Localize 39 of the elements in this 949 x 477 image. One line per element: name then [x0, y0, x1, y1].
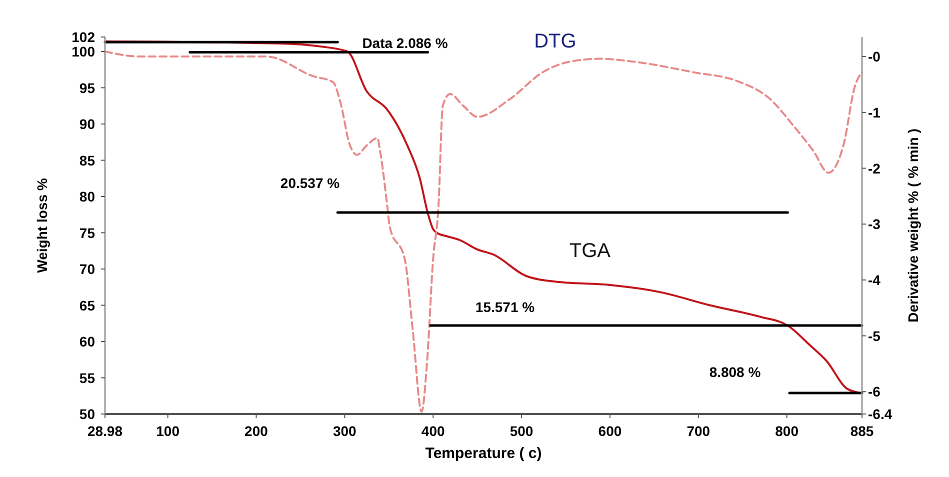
- x-axis-title: Temperature ( c): [425, 445, 542, 462]
- annotation: Data 2.086 %: [362, 35, 448, 51]
- y-tick-label: 50: [79, 406, 96, 422]
- y-tick-label: 102: [72, 29, 96, 45]
- y2-tick-label: -1: [868, 104, 881, 120]
- y2-tick-label: -6.4: [868, 406, 892, 422]
- annotation: 20.537 %: [280, 175, 340, 191]
- y-tick-label: 65: [79, 297, 96, 314]
- x-tick-label: 700: [686, 423, 710, 439]
- y2-axis-title: Derivative weight % ( % min ): [905, 128, 921, 322]
- x-tick-label: 300: [332, 423, 357, 439]
- x-tick-label: 28.98: [87, 423, 123, 439]
- x-tick-label: 400: [421, 423, 445, 439]
- y-tick-label: 75: [79, 224, 96, 241]
- y2-tick-label: -6: [868, 384, 881, 400]
- y2-tick-label: -3: [868, 216, 881, 232]
- x-tick-label: 885: [850, 423, 874, 439]
- y2-tick-label: -0: [868, 48, 881, 65]
- annotation: 15.571 %: [475, 299, 536, 315]
- y-tick-label: 90: [79, 116, 96, 132]
- x-tick-label: 200: [244, 423, 268, 439]
- annotation: 8.808 %: [709, 364, 762, 380]
- y2-tick-label: -2: [868, 160, 881, 176]
- y-tick-label: 95: [79, 80, 96, 96]
- y-tick-label: 60: [79, 334, 96, 350]
- y-axis-title: Weight loss %: [34, 178, 50, 273]
- x-tick-label: 100: [156, 423, 180, 439]
- series-label: TGA: [569, 240, 612, 262]
- y-tick-label: 100: [72, 44, 96, 60]
- y-tick-label: 80: [79, 188, 96, 204]
- x-tick-label: 800: [775, 423, 799, 439]
- y-tick-label: 55: [79, 370, 96, 386]
- x-tick-label: 600: [598, 423, 622, 439]
- series-label: DTG: [534, 30, 576, 53]
- y2-tick-label: -5: [868, 328, 881, 344]
- x-tick-label: 500: [510, 423, 534, 439]
- y-tick-label: 70: [79, 261, 96, 277]
- y2-tick-label: -4: [868, 272, 881, 288]
- y-tick-label: 85: [79, 152, 96, 168]
